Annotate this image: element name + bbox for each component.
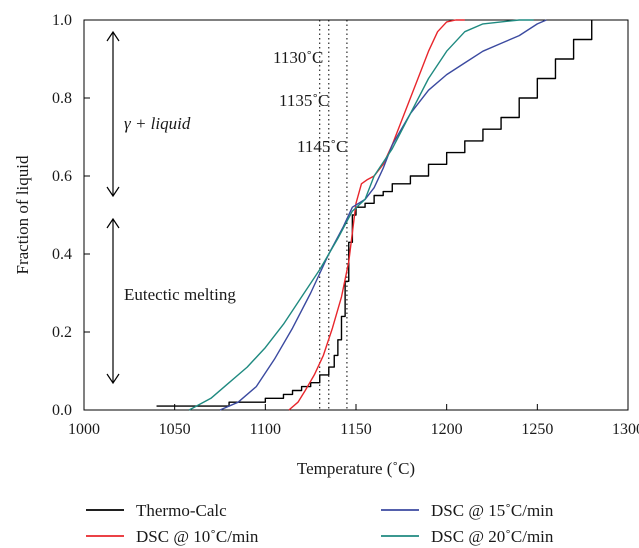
y-tick-label: 0.2 [52,324,72,341]
series-line-dsc-15-c-min-2 [219,19,547,411]
eutectic-melting-label: Eutectic melting [124,285,236,304]
x-tick-label: 1050 [159,421,191,438]
legend-label-thermo-calc: Thermo-Calc [136,501,227,520]
x-tick-label: 1250 [521,421,553,438]
vline-label-1145: 1145˚C [297,137,347,156]
x-tick-label: 1000 [68,421,100,438]
y-axis-title: Fraction of liquid [13,155,32,274]
x-tick-label: 1150 [340,421,371,438]
eutectic-melting-arrow [106,217,120,385]
series-line-thermo-calc-0 [156,20,593,407]
y-tick-label: 0.0 [52,402,72,419]
series-line-dsc-10-c-min-1 [288,19,465,411]
y-tick-label: 0.4 [52,246,72,263]
y-tick-label: 1.0 [52,12,72,29]
legend: Thermo-Calc DSC @ 10˚C/min DSC @ 15˚C/mi… [86,501,554,546]
vline-label-1135: 1135˚C [279,91,329,110]
x-tick-label: 1100 [250,421,281,438]
series-line-dsc-20-c-min-3 [188,19,534,411]
y-tick-label: 0.6 [52,168,72,185]
gamma-liquid-label: γ + liquid [124,114,191,133]
gamma-liquid-arrow [106,30,120,198]
data-series [156,19,593,411]
vline-label-1130: 1130˚C [273,48,323,67]
legend-label-dsc-20: DSC @ 20˚C/min [431,527,554,546]
y-tick-label: 0.8 [52,90,72,107]
legend-label-dsc-10: DSC @ 10˚C/min [136,527,259,546]
legend-label-dsc-15: DSC @ 15˚C/min [431,501,554,520]
x-tick-label: 1200 [431,421,463,438]
x-axis-title: Temperature (˚C) [297,459,415,478]
temperature-reference-lines [319,20,348,410]
